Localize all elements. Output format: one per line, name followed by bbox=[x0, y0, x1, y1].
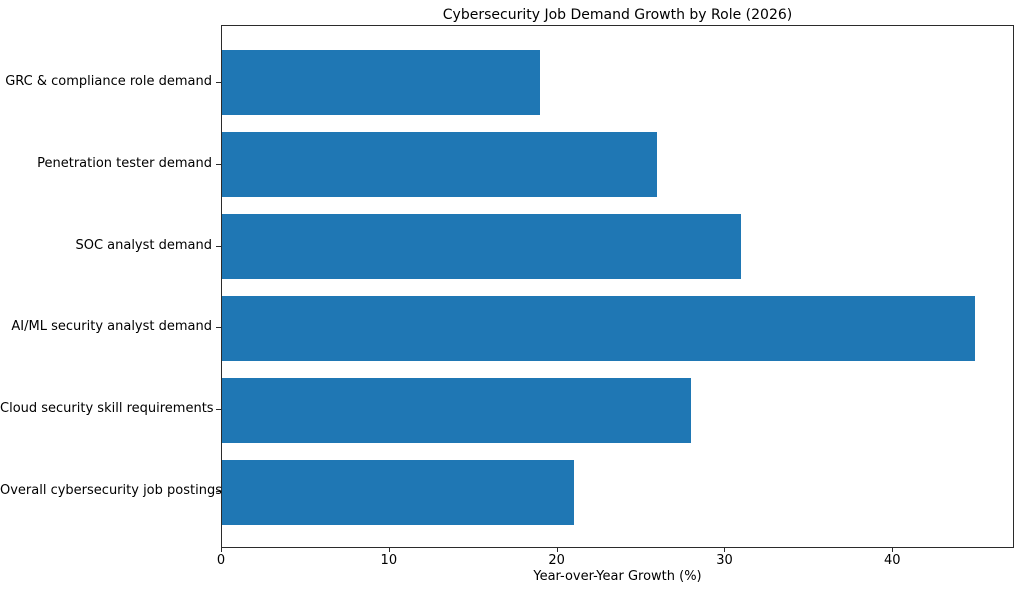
bar-5 bbox=[222, 459, 574, 526]
bar-2 bbox=[222, 213, 741, 280]
y-tick-label-4: Cloud security skill requirements bbox=[0, 401, 214, 417]
plot-area bbox=[221, 25, 1014, 548]
x-tick-mark-1 bbox=[388, 548, 390, 552]
y-tick-label-2: SOC analyst demand bbox=[75, 237, 212, 253]
y-tick-mark-2 bbox=[216, 245, 221, 247]
chart-title: Cybersecurity Job Demand Growth by Role … bbox=[442, 7, 793, 23]
x-tick-label-0: 0 bbox=[216, 553, 226, 568]
x-tick-mark-3 bbox=[724, 548, 726, 552]
y-tick-mark-1 bbox=[216, 163, 221, 165]
x-axis-label: Year-over-Year Growth (%) bbox=[533, 569, 702, 584]
y-tick-mark-4 bbox=[216, 409, 221, 411]
bar-4 bbox=[222, 377, 691, 444]
y-tick-mark-3 bbox=[216, 327, 221, 329]
y-tick-label-5: Overall cybersecurity job postings bbox=[0, 483, 222, 499]
y-tick-label-0: GRC & compliance role demand bbox=[5, 73, 212, 89]
bar-3 bbox=[222, 295, 976, 362]
x-tick-label-2: 20 bbox=[548, 553, 565, 568]
bar-0 bbox=[222, 49, 541, 116]
y-tick-mark-5 bbox=[216, 491, 221, 493]
x-tick-label-3: 30 bbox=[716, 553, 733, 568]
x-tick-mark-2 bbox=[556, 548, 558, 552]
y-tick-label-3: AI/ML security analyst demand bbox=[11, 319, 212, 335]
x-tick-label-4: 40 bbox=[884, 553, 901, 568]
x-tick-mark-0 bbox=[221, 548, 222, 552]
x-tick-label-1: 10 bbox=[380, 553, 398, 568]
x-tick-mark-4 bbox=[892, 548, 894, 552]
bar-1 bbox=[222, 131, 658, 198]
y-tick-label-1: Penetration tester demand bbox=[37, 155, 212, 171]
y-tick-mark-0 bbox=[216, 81, 221, 83]
